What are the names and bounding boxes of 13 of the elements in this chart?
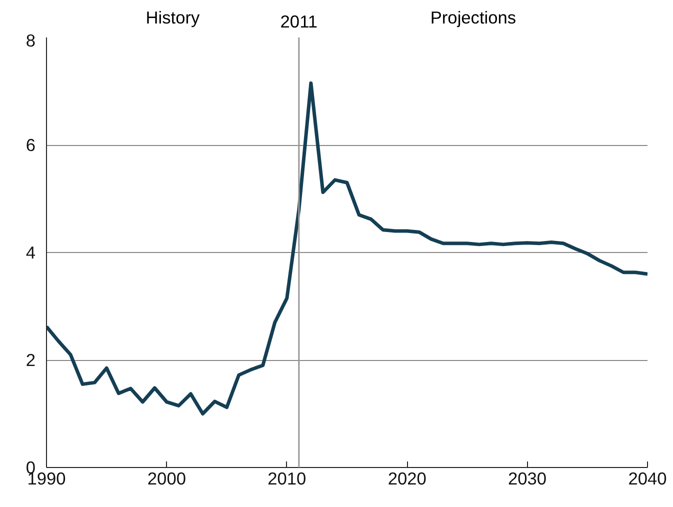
text: History — [146, 8, 200, 28]
y-tick-label: 8 — [26, 30, 36, 50]
x-tick-label: 2020 — [388, 468, 426, 488]
line-series — [46, 81, 648, 416]
ref-line-label: 2011 — [280, 12, 318, 32]
text: Projections — [430, 8, 516, 28]
y-tick-label: 4 — [26, 242, 36, 262]
x-tick-label: 2030 — [508, 468, 547, 488]
x-tick-label: 2040 — [628, 468, 667, 488]
y-tick-label: 6 — [26, 135, 36, 155]
x-tick-label: 2000 — [147, 468, 186, 488]
y-tick-label: 2 — [26, 350, 36, 370]
x-tick-label: 2010 — [268, 468, 306, 488]
